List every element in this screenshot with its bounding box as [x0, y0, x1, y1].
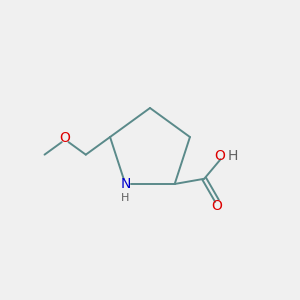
Text: O: O: [214, 148, 225, 163]
Text: H: H: [121, 194, 130, 203]
Text: H: H: [228, 148, 238, 163]
Text: O: O: [212, 199, 222, 213]
Text: O: O: [60, 131, 70, 145]
Text: N: N: [120, 177, 130, 191]
